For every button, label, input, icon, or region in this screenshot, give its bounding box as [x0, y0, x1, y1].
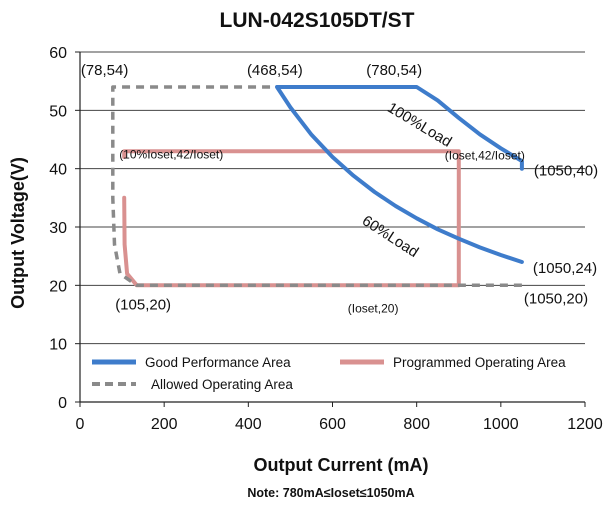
axes	[75, 51, 586, 407]
y-tick-label-1: 10	[49, 337, 67, 354]
x-axis-label: Output Current (mA)	[254, 455, 429, 475]
y-tick-label-4: 40	[49, 162, 67, 179]
x-tick-label-6: 1200	[567, 416, 603, 433]
y-tick-label-3: 30	[49, 220, 67, 237]
legend-label-good-performance: Good Performance Area	[145, 355, 291, 370]
x-tick-label-1: 200	[151, 416, 178, 433]
x-tick-label-2: 400	[235, 416, 262, 433]
y-tick-label-0: 0	[58, 395, 67, 412]
annotation-5: (10%Ioset,42/Ioset)	[119, 147, 223, 161]
annotation-7: 60%Load	[359, 212, 421, 261]
series-allowed-operating-area	[111, 85, 522, 288]
tick-labels: 0 200 400 600 800 1000 1200 0 10 20 30 40 50 60	[49, 45, 603, 433]
y-tick-label-2: 20	[49, 278, 67, 295]
series-layer	[111, 85, 524, 288]
annotation-9: (105,20)	[115, 296, 171, 313]
annotation-0: (78,54)	[81, 62, 129, 79]
x-tick-label-3: 600	[319, 416, 346, 433]
x-tick-label-4: 800	[403, 416, 430, 433]
annotation-10: (Ioset,20)	[348, 301, 399, 315]
annotation-11: (1050,20)	[524, 290, 588, 307]
annotations: (78,54) (468,54) (780,54)100%Load(Ioset,42…	[81, 62, 598, 315]
series-programmed-operating-area	[122, 149, 461, 288]
y-tick-label-6: 60	[49, 45, 67, 62]
legend-label-programmed-operating: Programmed Operating Area	[393, 355, 566, 370]
legend-label-allowed-operating: Allowed Operating Area	[151, 377, 293, 392]
y-axis-label: Output Voltage(V)	[8, 157, 28, 309]
annotation-6: (1050,40)	[534, 163, 598, 180]
legend: Good Performance Area Programmed Operati…	[92, 355, 566, 392]
x-tick-label-5: 1000	[483, 416, 519, 433]
chart-title: LUN-042S105DT/ST	[220, 9, 415, 32]
note-text: Note: 780mA≤Ioset≤1050mA	[247, 486, 414, 500]
annotation-8: (1050,24)	[533, 260, 597, 277]
annotation-2: (780,54)	[366, 62, 422, 79]
y-tick-label-5: 50	[49, 103, 67, 120]
annotation-1: (468,54)	[247, 62, 303, 79]
annotation-4: (Ioset,42/Ioset)	[445, 148, 525, 162]
x-tick-label-0: 0	[76, 416, 85, 433]
series-good-performance-area	[275, 85, 524, 264]
